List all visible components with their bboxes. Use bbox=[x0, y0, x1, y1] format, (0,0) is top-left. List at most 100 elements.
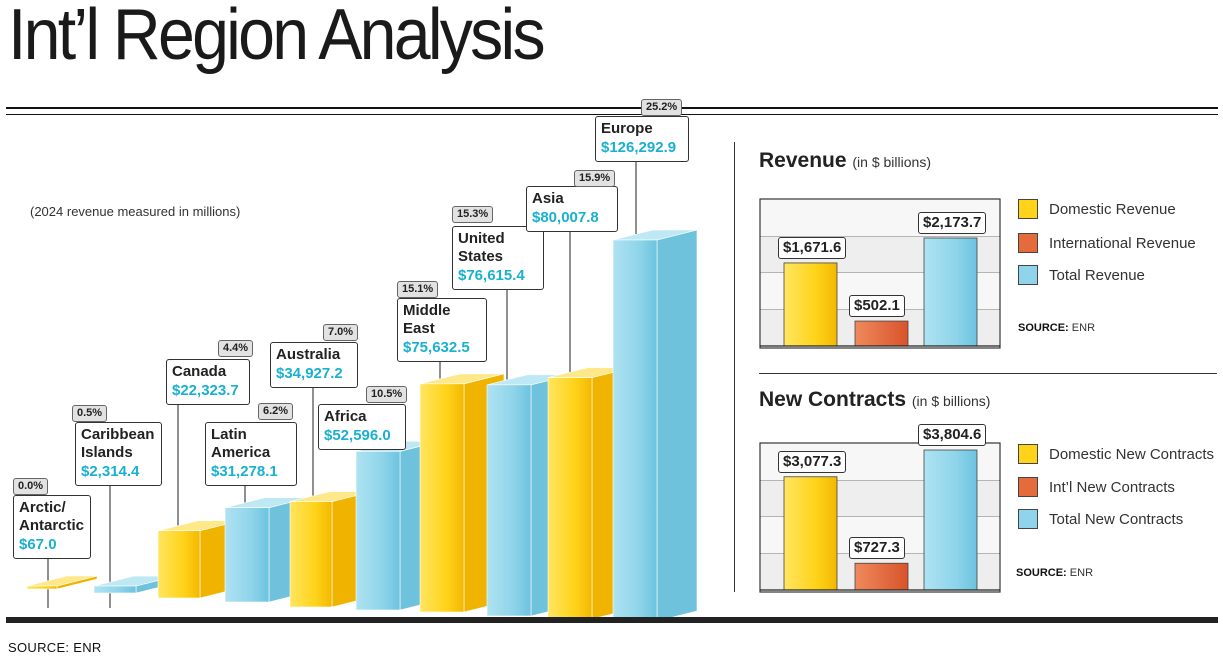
region-value: $2,314.4 bbox=[81, 463, 140, 480]
revenue-title-unit: (in $ billions) bbox=[852, 154, 931, 170]
bar-front bbox=[224, 507, 270, 603]
revenue-chart bbox=[759, 198, 1001, 349]
legend-label: Total New Contracts bbox=[1049, 511, 1184, 528]
panel-value-label: $502.1 bbox=[849, 295, 905, 318]
share-badge: 25.2% bbox=[641, 99, 683, 116]
region-value: $76,615.4 bbox=[458, 267, 525, 284]
bar-front bbox=[486, 384, 532, 617]
source-note: SOURCE: ENR bbox=[8, 640, 102, 655]
bar-front bbox=[355, 451, 401, 611]
legend-label: International Revenue bbox=[1049, 235, 1196, 252]
share-badge: 6.2% bbox=[258, 403, 294, 420]
share-badge: 7.0% bbox=[323, 324, 359, 341]
region-name: Asia bbox=[532, 190, 564, 207]
region-name: Caribbean Islands bbox=[81, 426, 155, 461]
panel-value-label: $1,671.6 bbox=[778, 236, 847, 259]
contracts-source-label: SOURCE: bbox=[1016, 567, 1067, 579]
region-value: $22,323.7 bbox=[172, 382, 239, 399]
share-badge: 0.0% bbox=[13, 478, 49, 495]
baseline-bar bbox=[6, 617, 1218, 623]
callout-australia: Australia $34,927.2 bbox=[270, 342, 358, 388]
legend-item-domestic-contracts: Domestic New Contracts bbox=[1018, 444, 1223, 468]
chart-subtitle: (2024 revenue measured in millions) bbox=[30, 204, 241, 219]
bar-front bbox=[26, 585, 58, 590]
panel-bar-total-new-contracts bbox=[923, 449, 978, 591]
page-title: Int’l Region Analysis bbox=[8, 0, 546, 75]
callout-africa: Africa $52,596.0 bbox=[318, 404, 406, 450]
bar-front bbox=[93, 585, 137, 594]
bar-arctic-antarctic bbox=[26, 575, 98, 590]
callout-canada: Canada $22,323.7 bbox=[166, 359, 250, 405]
revenue-source-label: SOURCE: bbox=[1018, 322, 1069, 334]
panel-bar-int-l-new-contracts bbox=[854, 562, 909, 591]
revenue-source: SOURCE: ENR bbox=[1018, 322, 1095, 334]
region-value: $67.0 bbox=[19, 536, 57, 553]
contracts-title-text: New Contracts bbox=[759, 388, 907, 411]
region-name: Africa bbox=[324, 408, 367, 425]
legend-swatch bbox=[1018, 199, 1038, 219]
region-name: United States bbox=[458, 230, 505, 265]
region-value: $34,927.2 bbox=[276, 365, 343, 382]
contracts-source-name: ENR bbox=[1069, 567, 1094, 579]
contracts-title-unit: (in $ billions) bbox=[911, 393, 991, 409]
panel-bar-international-revenue bbox=[854, 320, 909, 347]
region-name: Australia bbox=[276, 346, 341, 363]
share-badge: 4.4% bbox=[218, 340, 254, 357]
region-value: $80,007.8 bbox=[532, 209, 599, 226]
title-rule bbox=[6, 107, 1218, 109]
bar-front bbox=[419, 383, 465, 613]
bar-front bbox=[289, 501, 333, 608]
region-value: $52,596.0 bbox=[324, 427, 391, 444]
bar-front bbox=[547, 377, 593, 620]
share-badge: 10.5% bbox=[366, 386, 408, 403]
legend-swatch bbox=[1018, 233, 1038, 253]
share-badge: 15.9% bbox=[574, 170, 616, 187]
legend-swatch bbox=[1018, 444, 1038, 464]
legend-item-intl-contracts: Int’l New Contracts bbox=[1018, 477, 1223, 501]
callout-caribbean-islands: Caribbean Islands $2,314.4 bbox=[75, 422, 162, 486]
legend-item-total-revenue: Total Revenue bbox=[1018, 265, 1223, 289]
callout-united-states: United States $76,615.4 bbox=[452, 226, 544, 290]
region-value: $126,292.9 bbox=[601, 139, 677, 156]
legend-item-international-revenue: International Revenue bbox=[1018, 233, 1223, 257]
share-badge: 15.3% bbox=[452, 206, 494, 223]
legend-item-domestic-revenue: Domestic Revenue bbox=[1018, 199, 1223, 223]
bar-europe bbox=[612, 229, 698, 622]
panel-value-label: $2,173.7 bbox=[918, 212, 987, 234]
region-name: Latin America bbox=[211, 426, 271, 461]
legend-swatch bbox=[1018, 265, 1038, 285]
bar-front bbox=[612, 239, 658, 622]
panel-separator bbox=[759, 373, 1217, 374]
share-badge: 15.1% bbox=[397, 281, 439, 298]
callout-arctic-antarctic: Arctic/ Antarctic $67.0 bbox=[13, 495, 91, 559]
panel-value-label: $727.3 bbox=[849, 537, 905, 560]
callout-asia: Asia $80,007.8 bbox=[526, 186, 618, 232]
callout-middle-east: Middle East $75,632.5 bbox=[397, 298, 487, 362]
region-name: Middle East bbox=[403, 302, 451, 337]
revenue-title-text: Revenue bbox=[759, 149, 847, 172]
panel-value-label: $3,077.3 bbox=[778, 450, 847, 473]
panel-value-label: $3,804.6 bbox=[918, 424, 987, 446]
region-value: $31,278.1 bbox=[211, 463, 278, 480]
contracts-panel-title: New Contracts (in $ billions) bbox=[759, 388, 990, 412]
contracts-source: SOURCE: ENR bbox=[1016, 567, 1093, 579]
panel-bar-total-revenue bbox=[923, 237, 978, 347]
region-name: Europe bbox=[601, 120, 653, 137]
panel-bar-domestic-new-contracts bbox=[783, 476, 838, 591]
revenue-panel-title: Revenue (in $ billions) bbox=[759, 149, 931, 173]
callout-europe: Europe $126,292.9 bbox=[595, 116, 689, 162]
panel-divider bbox=[734, 142, 735, 592]
legend-label: Total Revenue bbox=[1049, 267, 1145, 284]
legend-swatch bbox=[1018, 477, 1038, 497]
legend-item-total-contracts: Total New Contracts bbox=[1018, 509, 1223, 533]
bar-front bbox=[157, 530, 201, 599]
legend-label: Int’l New Contracts bbox=[1049, 479, 1175, 496]
share-badge: 0.5% bbox=[72, 405, 108, 422]
legend-swatch bbox=[1018, 509, 1038, 529]
legend-label: Domestic New Contracts bbox=[1049, 446, 1215, 463]
region-name: Canada bbox=[172, 363, 227, 380]
region-name: Arctic/ Antarctic bbox=[19, 499, 85, 534]
legend-label: Domestic Revenue bbox=[1049, 201, 1176, 218]
callout-latin-america: Latin America $31,278.1 bbox=[205, 422, 297, 486]
